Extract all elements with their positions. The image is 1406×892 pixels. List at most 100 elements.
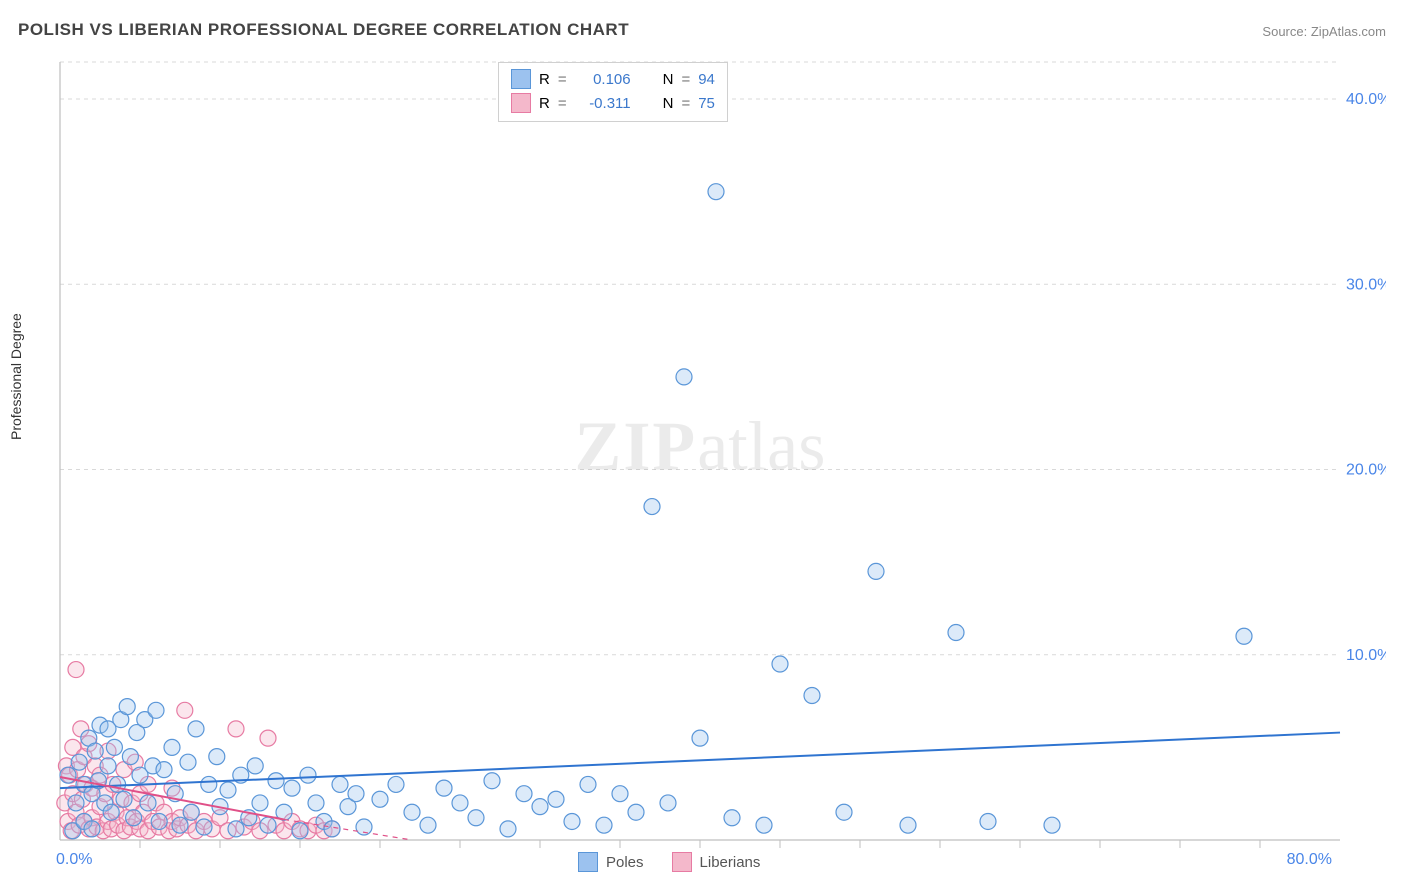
- stat-R-label: R: [539, 95, 550, 112]
- data-point: [596, 817, 612, 833]
- series-legend: Poles Liberians: [578, 852, 760, 872]
- data-point: [612, 786, 628, 802]
- data-point: [156, 762, 172, 778]
- data-point: [103, 804, 119, 820]
- eq-sign: =: [558, 71, 567, 88]
- y-tick-label: 40.0%: [1346, 91, 1386, 108]
- data-point: [260, 817, 276, 833]
- stat-R-value: -0.311: [575, 95, 631, 112]
- eq-sign: =: [681, 95, 690, 112]
- data-point: [116, 791, 132, 807]
- watermark: ZIPatlas: [575, 409, 826, 486]
- data-point: [348, 786, 364, 802]
- stat-N-label: N: [663, 71, 674, 88]
- source-attribution: Source: ZipAtlas.com: [1262, 24, 1386, 39]
- data-point: [532, 799, 548, 815]
- legend-swatch: [672, 852, 692, 872]
- series-legend-item: Poles: [578, 852, 644, 872]
- data-point: [268, 773, 284, 789]
- series-legend-item: Liberians: [672, 852, 761, 872]
- data-point: [756, 817, 772, 833]
- data-point: [71, 754, 87, 770]
- correlation-chart: ZIPatlas 10.0% 20.0% 30.0% 40.0% 0.0% 80.0% R =…: [50, 50, 1386, 870]
- data-point: [692, 730, 708, 746]
- data-point: [164, 739, 180, 755]
- data-point: [260, 730, 276, 746]
- data-point: [724, 810, 740, 826]
- source-label: Source:: [1262, 24, 1307, 39]
- stat-N-value: 75: [698, 95, 715, 112]
- data-point: [836, 804, 852, 820]
- data-point: [177, 702, 193, 718]
- legend-swatch: [511, 93, 531, 113]
- stat-N-value: 94: [698, 71, 715, 88]
- data-point: [84, 821, 100, 837]
- data-point: [308, 795, 324, 811]
- data-point: [644, 499, 660, 515]
- data-point: [201, 776, 217, 792]
- legend-swatch: [511, 69, 531, 89]
- data-point: [868, 563, 884, 579]
- data-point: [580, 776, 596, 792]
- data-point: [292, 823, 308, 839]
- y-tick-label: 30.0%: [1346, 276, 1386, 293]
- data-point: [484, 773, 500, 789]
- data-point: [300, 767, 316, 783]
- data-point: [68, 795, 84, 811]
- data-point: [1236, 628, 1252, 644]
- data-point: [500, 821, 516, 837]
- data-point: [87, 743, 103, 759]
- data-point: [564, 813, 580, 829]
- data-point: [468, 810, 484, 826]
- data-point: [948, 625, 964, 641]
- stat-N-label: N: [663, 95, 674, 112]
- data-point: [180, 754, 196, 770]
- data-point: [140, 795, 156, 811]
- data-point: [324, 821, 340, 837]
- data-point: [660, 795, 676, 811]
- data-point: [252, 795, 268, 811]
- source-value: ZipAtlas.com: [1311, 24, 1386, 39]
- data-point: [100, 758, 116, 774]
- data-point: [209, 749, 225, 765]
- data-point: [126, 810, 142, 826]
- data-point: [172, 817, 188, 833]
- series-legend-label: Poles: [606, 854, 644, 871]
- data-point: [980, 813, 996, 829]
- legend-swatch: [578, 852, 598, 872]
- data-point: [228, 821, 244, 837]
- data-point: [228, 721, 244, 737]
- data-point: [188, 721, 204, 737]
- x-tick-label: 80.0%: [1287, 851, 1332, 868]
- data-point: [247, 758, 263, 774]
- data-point: [148, 702, 164, 718]
- stats-legend-row: R=0.106N=94: [511, 67, 715, 91]
- y-tick-label: 10.0%: [1346, 647, 1386, 664]
- data-point: [1044, 817, 1060, 833]
- stat-R-label: R: [539, 71, 550, 88]
- data-point: [332, 776, 348, 792]
- data-point: [151, 813, 167, 829]
- data-point: [628, 804, 644, 820]
- data-point: [122, 749, 138, 765]
- data-point: [220, 782, 236, 798]
- data-point: [420, 817, 436, 833]
- data-point: [548, 791, 564, 807]
- data-point: [388, 776, 404, 792]
- data-point: [119, 699, 135, 715]
- y-axis-label: Professional Degree: [8, 313, 24, 440]
- data-point: [68, 662, 84, 678]
- data-point: [772, 656, 788, 672]
- data-point: [106, 739, 122, 755]
- chart-title: POLISH VS LIBERIAN PROFESSIONAL DEGREE C…: [18, 20, 629, 40]
- x-tick-label: 0.0%: [56, 851, 92, 868]
- eq-sign: =: [558, 95, 567, 112]
- data-point: [516, 786, 532, 802]
- stats-legend-row: R = -0.311 N = 75: [511, 91, 715, 115]
- data-point: [196, 819, 212, 835]
- chart-svg: ZIPatlas 10.0% 20.0% 30.0% 40.0% 0.0% 80.0%: [50, 50, 1386, 870]
- data-point: [676, 369, 692, 385]
- data-point: [284, 780, 300, 796]
- y-tick-label: 20.0%: [1346, 462, 1386, 479]
- data-point: [183, 804, 199, 820]
